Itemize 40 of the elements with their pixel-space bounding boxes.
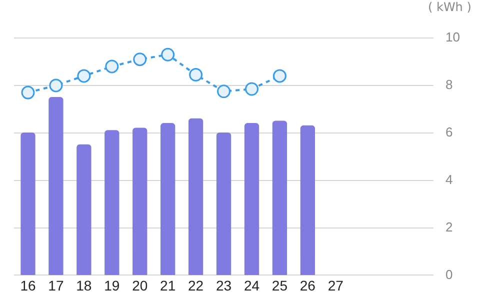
y-axis-title: ( kWh ) [428, 0, 472, 14]
point [77, 69, 91, 83]
x-tick-label: 16 [20, 277, 36, 294]
x-tick-label: 23 [216, 277, 232, 294]
bar [132, 128, 148, 276]
point [133, 52, 147, 66]
point [105, 60, 119, 74]
x-tick-label: 22 [188, 277, 204, 294]
x-tick-label: 17 [48, 277, 64, 294]
point [244, 82, 258, 96]
y-tick-label: 0 [446, 266, 453, 282]
bar [160, 123, 176, 276]
point [217, 84, 231, 98]
bar [300, 125, 316, 276]
bar [48, 96, 64, 276]
bar [188, 118, 204, 276]
y-tick-label: 10 [446, 30, 460, 45]
x-tick-label: 18 [76, 277, 92, 294]
x-tick-label: 20 [132, 277, 148, 294]
y-tick-label: 6 [446, 124, 453, 140]
x-tick-label: 25 [272, 277, 288, 294]
x-tick-label: 21 [160, 277, 176, 294]
y-tick-label: 4 [446, 172, 453, 187]
bar [272, 120, 288, 276]
point [49, 78, 63, 92]
bar [216, 132, 232, 276]
x-tick-label: 27 [328, 277, 344, 294]
point [161, 48, 175, 62]
point [21, 86, 35, 100]
point [272, 69, 286, 83]
bar [76, 144, 92, 276]
x-tick-label: 26 [300, 277, 316, 294]
bar [104, 130, 120, 276]
point [189, 68, 203, 82]
y-tick-label: 2 [446, 219, 453, 234]
x-tick-label: 24 [244, 277, 260, 294]
bar [244, 123, 260, 276]
x-tick-label: 19 [104, 277, 120, 294]
bar [20, 132, 36, 276]
y-tick-label: 8 [446, 77, 453, 92]
